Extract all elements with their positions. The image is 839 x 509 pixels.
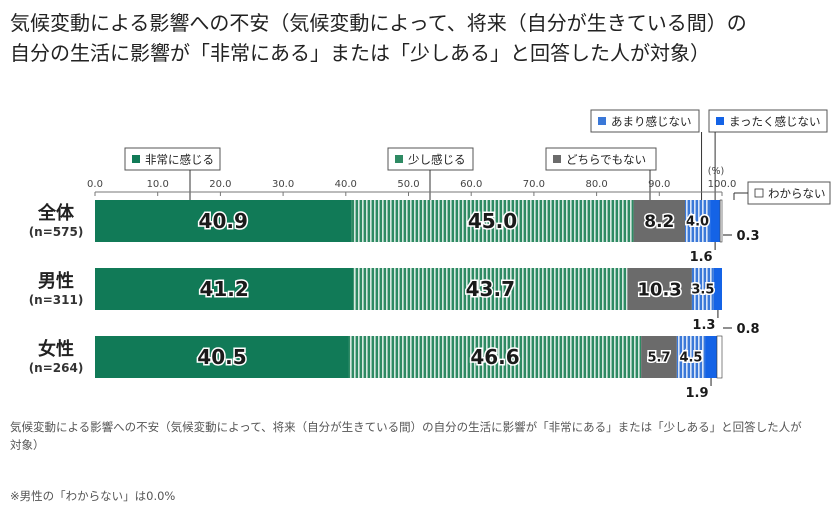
x-tick-label: 70.0: [523, 179, 545, 190]
legend-label: どちらでもない: [566, 153, 646, 167]
legend-swatch: [395, 155, 403, 163]
legend-somewhat: 少し感じる: [387, 147, 474, 200]
legend-box: [545, 147, 657, 171]
data-label: 4.0: [686, 215, 709, 230]
data-label: 41.2: [199, 277, 248, 301]
legend-neutral: どちらでもない: [545, 147, 657, 200]
data-label: 46.6: [470, 345, 519, 369]
legend-label: 少し感じる: [408, 153, 466, 167]
title-line-2: 自分の生活に影響が「非常にある」または「少しある」と回答した人が対象）: [10, 41, 710, 65]
x-tick-label: 80.0: [585, 179, 607, 190]
x-tick-label: 30.0: [272, 179, 294, 190]
bar-segment: [710, 200, 721, 242]
data-label: 3.5: [691, 283, 714, 298]
bar-segment: [95, 268, 354, 310]
bar-segment: [351, 200, 634, 242]
x-tick-label: 60.0: [460, 179, 482, 190]
category-n: (n=575): [29, 225, 84, 239]
legend-not-much: あまり感じない: [590, 109, 703, 200]
legend-swatch: [716, 117, 724, 125]
legend-box: [708, 109, 828, 133]
x-tick-label: 10.0: [147, 179, 169, 190]
bar-segment: [627, 268, 692, 310]
data-label: 0.8: [736, 322, 759, 337]
category-n: (n=264): [29, 361, 84, 375]
x-tick-label: 20.0: [209, 179, 231, 190]
legend-label: 非常に感じる: [145, 153, 214, 167]
bar-segment: [633, 200, 686, 242]
data-label: 40.5: [197, 345, 246, 369]
data-label: 8.2: [644, 212, 674, 232]
legend-swatch: [754, 188, 764, 198]
legend-label: わからない: [768, 187, 826, 201]
bar-segment: [348, 336, 642, 378]
legend-not-at-all: まったく感じない: [708, 109, 828, 200]
data-label: 4.5: [679, 351, 702, 366]
bar-segment: [685, 200, 711, 242]
category-label: 女性: [38, 338, 74, 360]
data-label: 1.9: [686, 386, 709, 401]
data-label: 40.9: [199, 209, 248, 233]
legend-swatch: [132, 155, 140, 163]
legend-label: あまり感じない: [611, 115, 692, 129]
x-tick-label: 100.0: [708, 179, 737, 190]
x-tick-label: 40.0: [335, 179, 357, 190]
data-label: 10.3: [637, 279, 681, 300]
legend-box: [590, 109, 700, 133]
x-tick-label: 0.0: [87, 179, 103, 190]
category-n: (n=311): [29, 293, 84, 307]
data-label: 1.3: [692, 318, 715, 333]
legend-box: [124, 147, 221, 171]
category-label: 全体: [37, 202, 75, 224]
bar-segment: [705, 336, 717, 378]
bar-segment: [641, 336, 677, 378]
data-label: 43.7: [466, 277, 515, 301]
title-line-1: 気候変動による影響への不安（気候変動によって、将来（自分が生きている間）の: [10, 11, 747, 35]
legend-very: 非常に感じる: [124, 147, 221, 200]
legend-swatch: [598, 117, 606, 125]
bar-segment: [353, 268, 628, 310]
data-label: 1.6: [690, 250, 713, 265]
bar-segment: [676, 336, 706, 378]
unit-label: (%): [708, 166, 724, 177]
legend-unknown: わからない: [733, 181, 831, 205]
bar-segment: [719, 199, 723, 243]
note: ※男性の「わからない」は0.0%: [10, 489, 176, 503]
chart-title: 気候変動による影響への不安（気候変動によって、将来（自分が生きている間）の 自分…: [10, 8, 830, 68]
data-label: 0.3: [736, 229, 759, 244]
bar-segment: [691, 268, 714, 310]
bar-segment: [716, 335, 723, 379]
bar-segment: [95, 336, 349, 378]
legend-label: まったく感じない: [729, 115, 821, 129]
legend-swatch: [553, 155, 561, 163]
bar-segment: [95, 200, 352, 242]
x-tick-label: 90.0: [648, 179, 670, 190]
bar-segment: [713, 268, 722, 310]
x-tick-label: 50.0: [397, 179, 419, 190]
category-label: 男性: [38, 270, 74, 292]
footnote: 気候変動による影響への不安（気候変動によって、将来（自分が生きている間）の自分の…: [10, 420, 802, 452]
data-label: 5.7: [647, 351, 670, 366]
data-label: 45.0: [468, 209, 517, 233]
